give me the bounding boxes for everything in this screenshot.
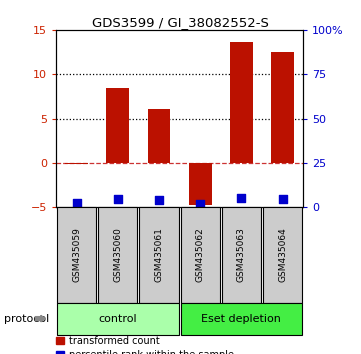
Point bbox=[115, 196, 121, 202]
Bar bbox=[106, 88, 129, 163]
Text: protocol: protocol bbox=[4, 314, 49, 324]
Bar bbox=[271, 52, 294, 163]
Text: GDS3599 / GI_38082552-S: GDS3599 / GI_38082552-S bbox=[92, 16, 269, 29]
Bar bbox=[230, 42, 253, 163]
Bar bbox=[65, 163, 88, 164]
Point bbox=[197, 202, 203, 207]
Text: GSM435064: GSM435064 bbox=[278, 228, 287, 282]
Point bbox=[280, 196, 286, 202]
Point bbox=[74, 200, 79, 205]
Bar bbox=[189, 163, 212, 205]
Point bbox=[156, 197, 162, 203]
Text: GSM435061: GSM435061 bbox=[155, 227, 164, 282]
Point bbox=[239, 195, 244, 201]
Text: percentile rank within the sample: percentile rank within the sample bbox=[69, 350, 234, 354]
Bar bbox=[148, 109, 170, 163]
Text: control: control bbox=[99, 314, 137, 324]
Text: GSM435059: GSM435059 bbox=[72, 227, 81, 282]
Text: GSM435062: GSM435062 bbox=[196, 228, 205, 282]
Text: Eset depletion: Eset depletion bbox=[201, 314, 281, 324]
Text: transformed count: transformed count bbox=[69, 336, 160, 346]
Text: GSM435063: GSM435063 bbox=[237, 227, 246, 282]
Text: GSM435060: GSM435060 bbox=[113, 227, 122, 282]
